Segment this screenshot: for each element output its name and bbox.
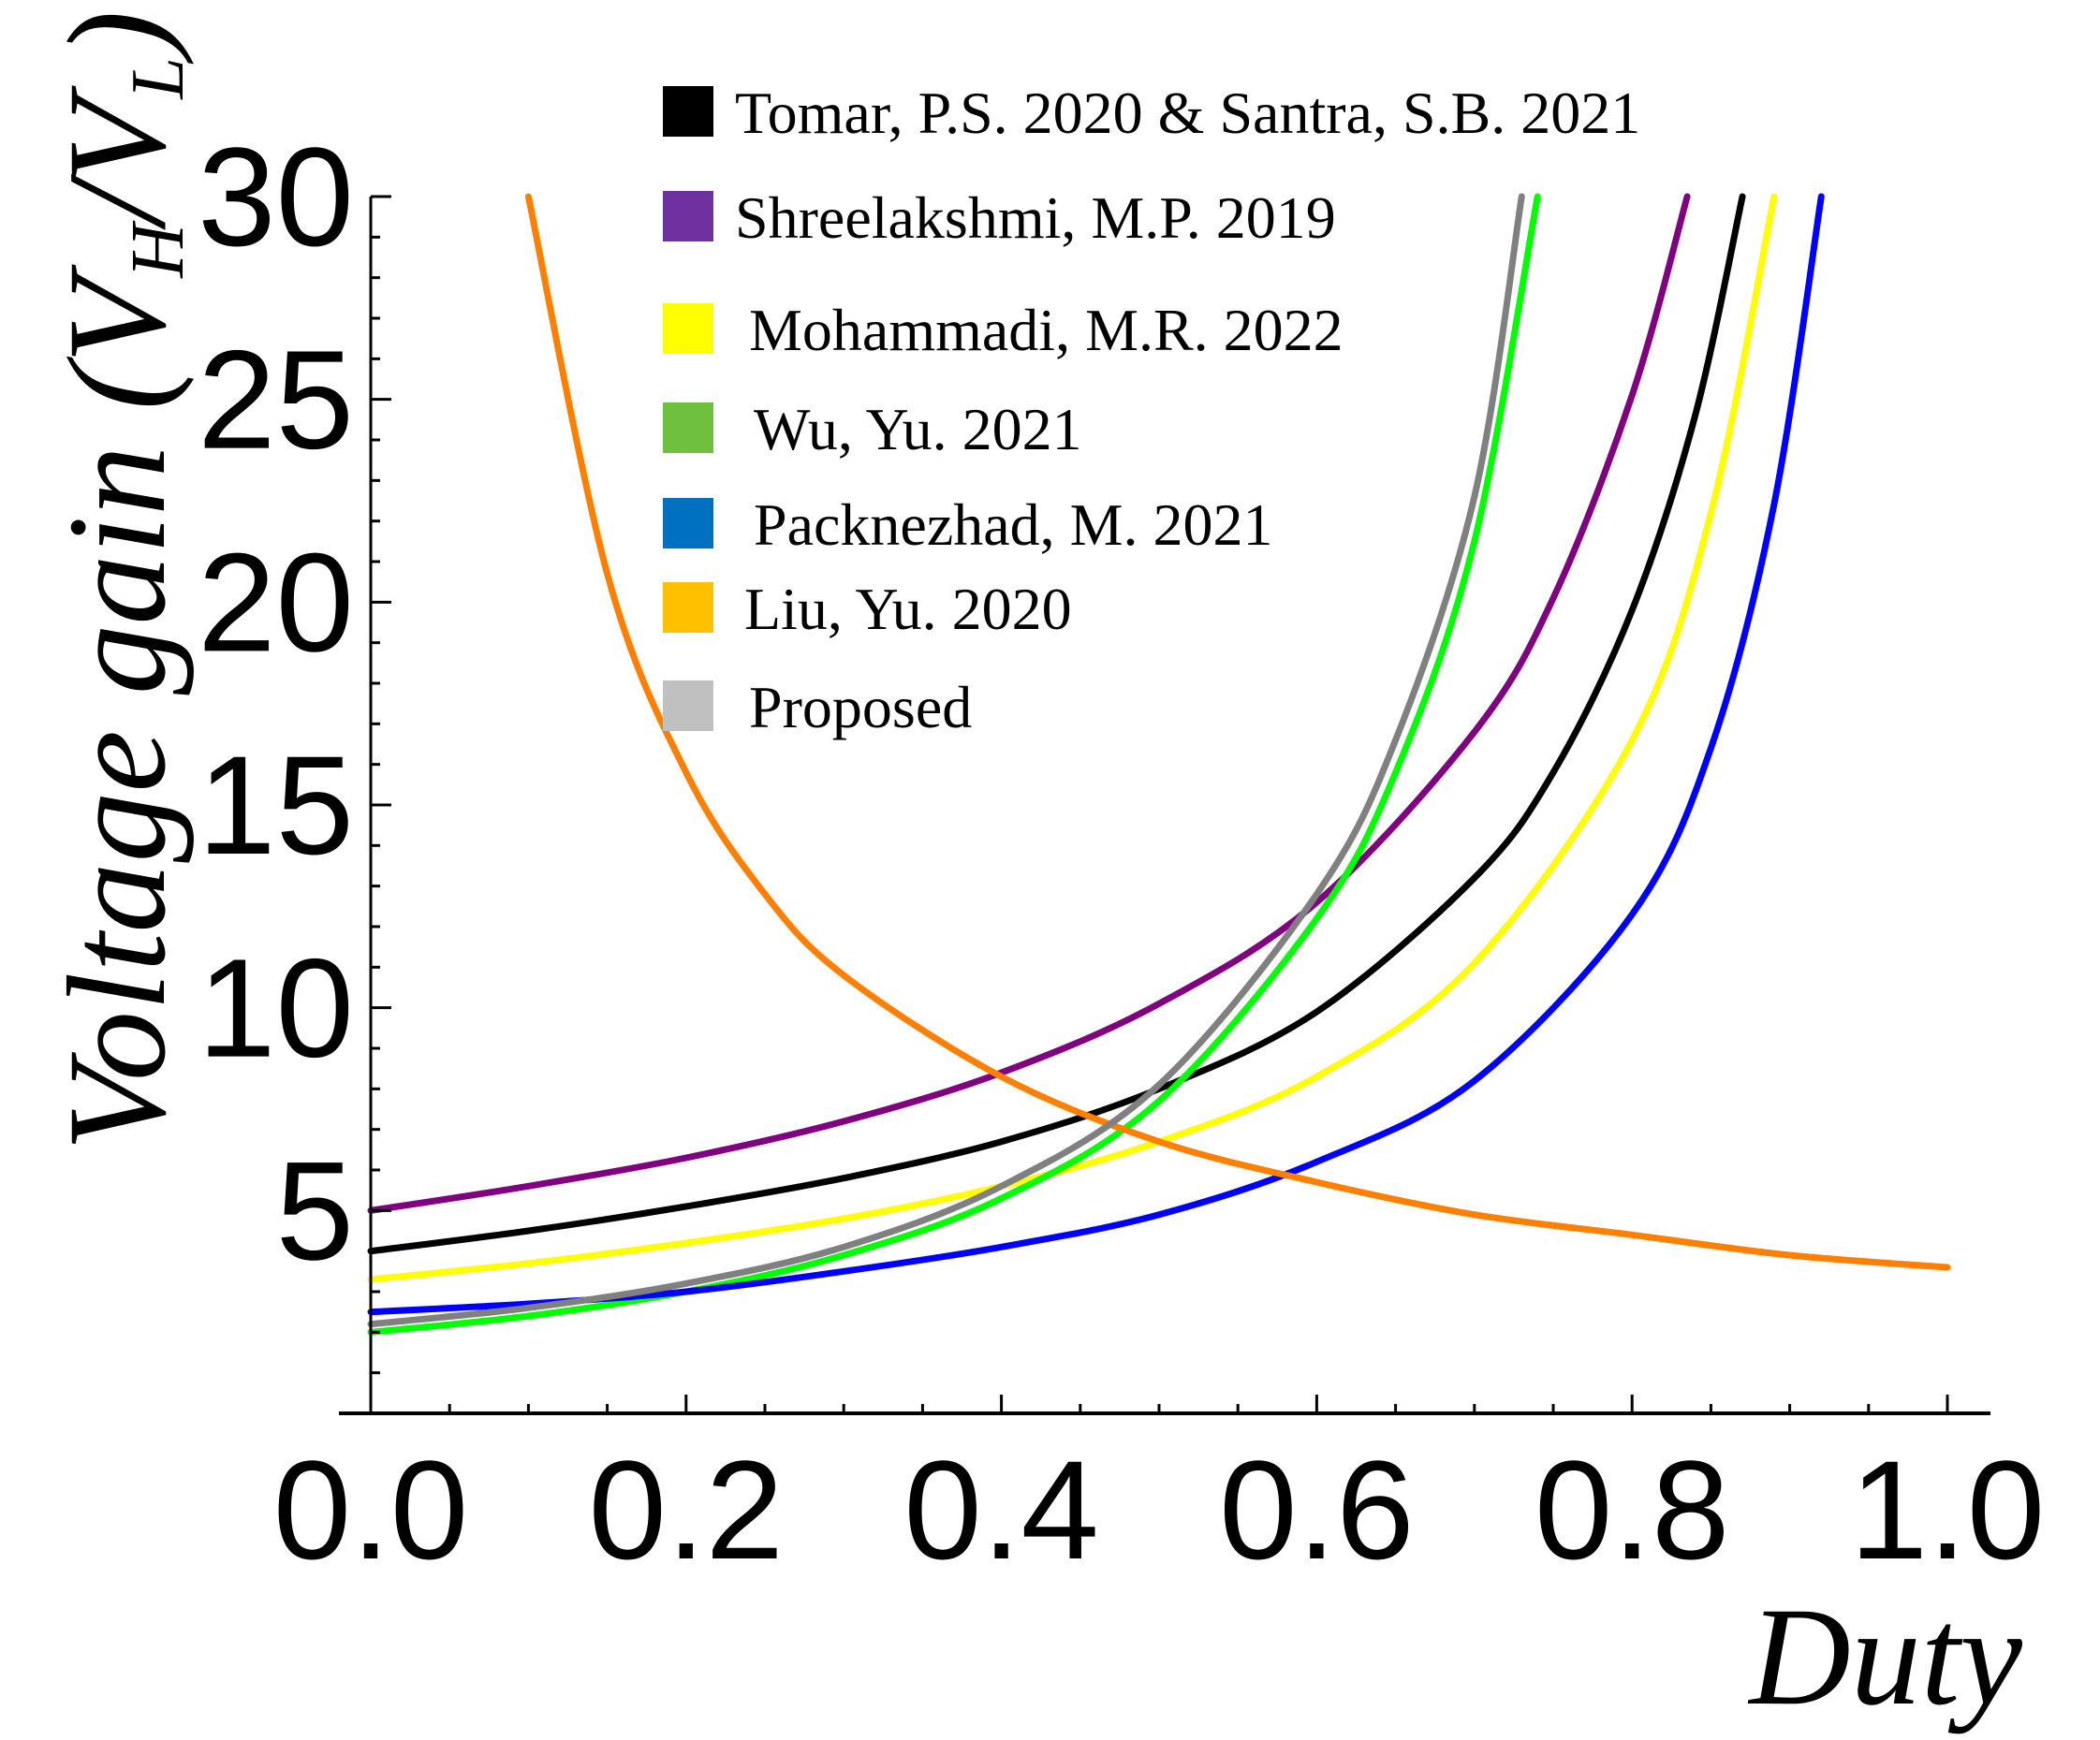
y-tick-label: 25: [198, 321, 354, 478]
legend-swatch: [663, 680, 713, 731]
x-tick-label: 0.4: [903, 1431, 1099, 1588]
legend-label: Tomar, P.S. 2020 & Santra, S.B. 2021: [735, 80, 1640, 146]
series-line-shreelakshmi-m-p-2019: [367, 193, 1691, 1214]
series-line-liu-yu-2020: [524, 193, 1951, 1271]
y-tick-label: 30: [198, 118, 354, 275]
legend-swatch: [663, 402, 713, 453]
y-tick-label: 10: [198, 929, 354, 1087]
legend-label: Proposed: [749, 674, 972, 740]
legend-swatch: [663, 86, 713, 137]
y-tick-label: 15: [198, 726, 354, 884]
x-tick-label: 0.0: [273, 1431, 469, 1588]
series-line-mohammadi-m-r-2022: [367, 193, 1778, 1283]
legend: Tomar, P.S. 2020 & Santra, S.B. 2021 Shre…: [663, 80, 1640, 740]
legend-swatch: [663, 498, 713, 548]
y-axis-title-sub-l: L: [117, 57, 199, 100]
legend-swatch: [663, 191, 713, 241]
y-axis-title-sub-h: H: [117, 220, 199, 279]
series-line-proposed: [367, 193, 1525, 1328]
legend-label: Mohammadi, M.R. 2022: [749, 297, 1344, 363]
legend-label: Packnezhad, M. 2021: [754, 491, 1273, 558]
legend-label: Wu, Yu. 2021: [754, 396, 1082, 462]
series-line-tomar-p-s-2020-santra-s-b-2021: [367, 193, 1746, 1255]
legend-swatch: [663, 582, 713, 633]
series-line-packnezhad-m-2021: [367, 193, 1825, 1316]
y-axis-title-suffix: ): [39, 10, 195, 65]
legend-label: Shreelakshmi, M.P. 2019: [735, 184, 1336, 251]
y-tick-label: 20: [198, 523, 354, 680]
y-axis-title-mid: /V: [39, 84, 195, 230]
x-axis-title: Duty: [1747, 1579, 2022, 1734]
legend-swatch: [663, 303, 713, 354]
x-tick-label: 0.2: [589, 1431, 785, 1588]
legend-label: Liu, Yu. 2020: [744, 576, 1072, 642]
x-tick-label: 0.8: [1535, 1431, 1730, 1588]
y-axis-title-prefix: Voltage gain (V: [39, 263, 195, 1151]
x-tick-label: 0.6: [1219, 1431, 1415, 1588]
series-line-wu-yu-2021: [367, 193, 1541, 1336]
y-ticks: 5 10 15 20 25 30: [198, 118, 391, 1375]
y-tick-label: 5: [276, 1132, 354, 1289]
y-axis-title: Voltage gain (VH/VL): [39, 10, 199, 1151]
x-ticks: 0.0 0.2 0.4 0.6 0.8 1.0: [273, 1395, 2046, 1588]
series-lines: [367, 193, 1951, 1336]
x-tick-label: 1.0: [1850, 1431, 2046, 1588]
